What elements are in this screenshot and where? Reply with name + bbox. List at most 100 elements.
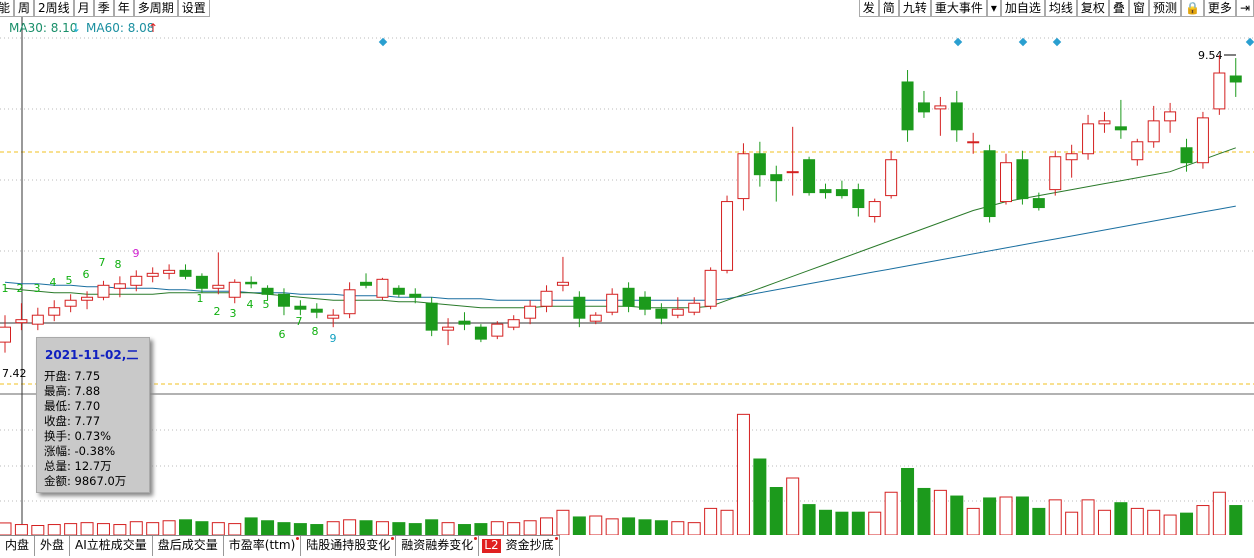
td-count: 3 [34, 282, 41, 295]
td-count: 8 [312, 325, 319, 338]
tool-button[interactable]: 简 [878, 0, 899, 17]
candle-body [409, 293, 422, 298]
volume-bar [1065, 511, 1079, 535]
candle-body [507, 319, 520, 328]
tool-button[interactable]: 复权 [1076, 0, 1109, 17]
candle-body [81, 296, 94, 301]
ma60-arrow: ↑ [148, 21, 158, 35]
tooltip-row: 总量: 12.7万 [44, 459, 112, 473]
ma30-line [4, 147, 1236, 309]
candle-body [31, 314, 44, 325]
candle-body [540, 290, 553, 307]
candle-body [803, 159, 816, 194]
candle-body [721, 201, 734, 271]
volume-bar [1097, 509, 1111, 535]
period-tab[interactable]: 周 [14, 0, 35, 17]
tooltip-row: 最高: 7.88 [44, 384, 101, 398]
tool-button[interactable]: 发 [858, 0, 879, 17]
volume-bar [162, 520, 176, 535]
period-tab[interactable]: 2周线 [34, 0, 74, 17]
candle-body [64, 299, 77, 307]
tooltip-row: 开盘: 7.75 [44, 369, 101, 383]
low-marker: 7.42 [2, 367, 27, 380]
td-count: 7 [296, 315, 303, 328]
signal-markers [378, 37, 1254, 47]
volume-bar [474, 523, 488, 535]
volume-bar [1114, 502, 1128, 535]
volume-bar [671, 521, 685, 535]
indicator-tab[interactable]: 内盘 [0, 536, 36, 556]
candle-body [737, 153, 750, 200]
indicator-tabs: 内盘 外盘 AI立桩成交量 盘后成交量 市盈率(ttm) 陆股通持股变化 融资融… [0, 535, 560, 556]
candle-body [1000, 162, 1013, 203]
volume-bar [359, 520, 373, 535]
tool-button[interactable]: 均线 [1044, 0, 1077, 17]
ma30-arrow: ↓ [71, 21, 81, 35]
tool-button[interactable]: 重大事件 [930, 0, 987, 17]
dropdown[interactable]: ▾ [986, 0, 1001, 17]
l2-badge: L2 [482, 538, 501, 553]
indicator-tab[interactable]: 市盈率(ttm) [224, 536, 302, 556]
td-count: 9 [133, 247, 140, 260]
tool-button[interactable]: 九转 [898, 0, 931, 17]
candle-body [819, 189, 832, 194]
indicator-tab[interactable]: 盘后成交量 [153, 536, 224, 556]
period-tab[interactable]: 月 [73, 0, 94, 17]
settings[interactable]: 设置 [177, 0, 210, 17]
volume-bar [47, 524, 61, 535]
td-count: 1 [197, 292, 204, 305]
candle-body [310, 308, 323, 313]
candle-body [753, 153, 766, 176]
tool-button[interactable]: 叠 [1108, 0, 1129, 17]
volume-bar [950, 495, 964, 535]
td-count: 1 [2, 282, 9, 295]
candle-body [146, 272, 159, 277]
volume-bar [326, 521, 340, 535]
candle-body [901, 81, 914, 131]
candle-body [917, 102, 930, 113]
volume-bar [704, 507, 718, 535]
candle-body [622, 287, 635, 307]
toolbar-right: 发 简 九转 重大事件 ▾ 加自选 均线 复权 叠 窗 预测 🔒 更多 ⇥ [858, 0, 1254, 17]
indicator-tab[interactable]: 外盘 [35, 536, 71, 556]
candle-body [0, 326, 11, 343]
period-tab[interactable]: 多周期 [133, 0, 178, 17]
tool-button[interactable]: 加自选 [1000, 0, 1045, 17]
period-tab[interactable]: 能 [0, 0, 15, 17]
volume-bar [901, 468, 915, 535]
candle-body [1082, 123, 1095, 155]
volume-bar [375, 521, 389, 535]
lock-button[interactable]: 🔒 [1180, 0, 1204, 17]
volume-bar [195, 521, 209, 535]
candle-body [1213, 72, 1226, 110]
volume-bar [1032, 507, 1046, 535]
candle-body [967, 141, 980, 144]
td-count: 4 [247, 298, 254, 311]
period-tab[interactable]: 季 [93, 0, 114, 17]
volume-bar [64, 523, 78, 535]
indicator-tab[interactable]: AI立桩成交量 [70, 536, 153, 556]
candle-body [113, 283, 126, 289]
volume-bar [736, 413, 750, 535]
volume-bar [343, 519, 357, 535]
candle-body [1180, 147, 1193, 164]
indicator-tab[interactable]: 陆股通持股变化 [301, 536, 397, 556]
indicator-tab[interactable]: 融资融券变化 [396, 536, 480, 556]
volume-bar [1163, 514, 1177, 535]
tool-button[interactable]: 窗 [1128, 0, 1149, 17]
tool-button[interactable]: 预测 [1148, 0, 1181, 17]
volume-bar [80, 522, 94, 535]
volume-bar [1196, 505, 1210, 535]
candle-body [212, 284, 225, 289]
volume-bar [425, 519, 439, 535]
period-tab[interactable]: 年 [113, 0, 134, 17]
tool-button[interactable]: 更多 [1203, 0, 1236, 17]
indicator-tab[interactable]: 资金抄底 [501, 536, 560, 556]
collapse-button[interactable]: ⇥ [1235, 0, 1254, 17]
candle-body [376, 278, 389, 298]
candle-body [1098, 120, 1111, 125]
candle-body [1147, 120, 1160, 143]
candle-body [458, 320, 471, 325]
volume-bar [293, 523, 307, 535]
